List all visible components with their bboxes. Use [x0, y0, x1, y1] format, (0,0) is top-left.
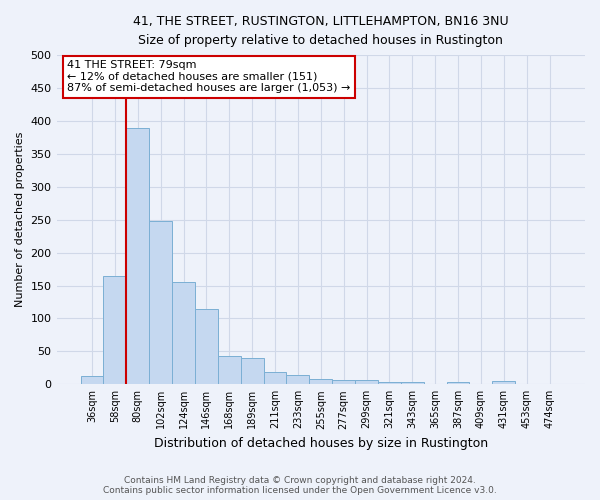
Bar — [355, 380, 378, 384]
Bar — [149, 221, 172, 384]
Bar — [195, 309, 218, 384]
Bar — [332, 380, 355, 384]
Text: Contains HM Land Registry data © Crown copyright and database right 2024.
Contai: Contains HM Land Registry data © Crown c… — [103, 476, 497, 495]
X-axis label: Distribution of detached houses by size in Rustington: Distribution of detached houses by size … — [154, 437, 488, 450]
Bar — [263, 372, 286, 384]
Bar — [103, 276, 127, 384]
Bar — [218, 356, 241, 384]
Bar — [241, 358, 263, 384]
Y-axis label: Number of detached properties: Number of detached properties — [15, 132, 25, 308]
Bar — [446, 382, 469, 384]
Bar — [127, 128, 149, 384]
Bar — [286, 375, 310, 384]
Title: 41, THE STREET, RUSTINGTON, LITTLEHAMPTON, BN16 3NU
Size of property relative to: 41, THE STREET, RUSTINGTON, LITTLEHAMPTO… — [133, 15, 509, 47]
Bar — [401, 382, 424, 384]
Bar — [80, 376, 103, 384]
Bar — [493, 381, 515, 384]
Bar — [310, 379, 332, 384]
Bar — [378, 382, 401, 384]
Text: 41 THE STREET: 79sqm
← 12% of detached houses are smaller (151)
87% of semi-deta: 41 THE STREET: 79sqm ← 12% of detached h… — [67, 60, 350, 93]
Bar — [172, 282, 195, 384]
